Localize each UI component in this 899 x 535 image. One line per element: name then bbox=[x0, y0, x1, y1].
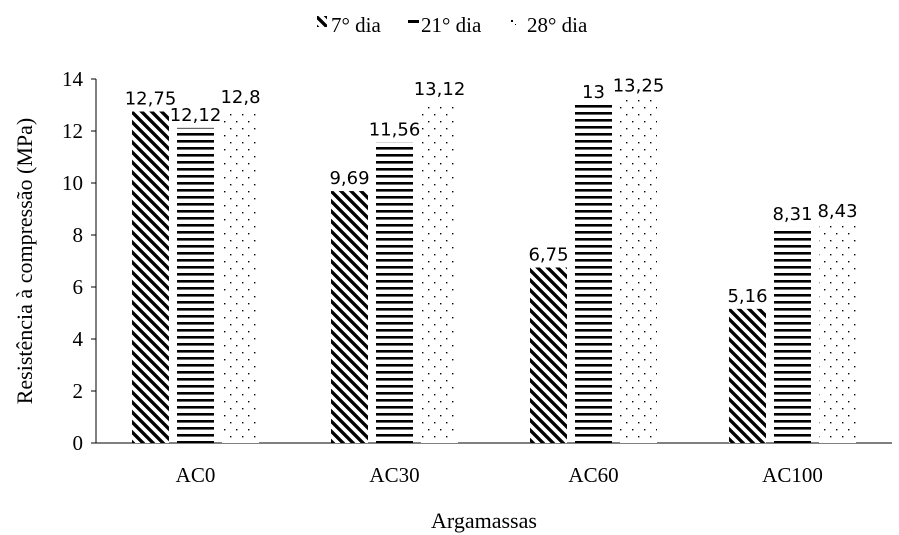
y-tick-label-0: 0 bbox=[73, 431, 84, 455]
legend: 7° dia 21° dia 28° dia bbox=[317, 13, 588, 37]
x-tick-label-ac30: AC30 bbox=[369, 463, 419, 487]
data-label-ac60-21-dia: 13 bbox=[582, 82, 605, 103]
data-label-ac0-7-dia: 12,75 bbox=[125, 89, 177, 110]
bar-ac100-21-dia bbox=[774, 226, 811, 443]
y-tick-label-8: 8 bbox=[73, 223, 84, 247]
bar-ac30-28-dia bbox=[421, 101, 458, 443]
y-tick-label-2: 2 bbox=[73, 379, 84, 403]
legend-label-7-dia: 7° dia bbox=[331, 13, 381, 37]
legend-label-21-dia: 21° dia bbox=[421, 13, 482, 37]
bars bbox=[132, 98, 856, 443]
bar-ac0-7-dia bbox=[132, 111, 169, 443]
x-axis-ticks: AC0 AC30 AC60 AC100 bbox=[176, 463, 823, 487]
legend-swatch-7-dia bbox=[317, 16, 327, 27]
y-tick-label-4: 4 bbox=[73, 327, 84, 351]
data-label-ac30-21-dia: 11,56 bbox=[369, 119, 421, 140]
bar-ac100-7-dia bbox=[729, 308, 766, 443]
y-axis-ticks: 0 2 4 6 8 10 12 14 bbox=[62, 67, 96, 455]
data-label-ac30-28-dia: 13,12 bbox=[414, 79, 466, 100]
data-label-ac100-28-dia: 8,43 bbox=[817, 201, 857, 222]
data-label-ac0-28-dia: 12,8 bbox=[220, 87, 260, 108]
y-tick-label-10: 10 bbox=[62, 171, 83, 195]
legend-label-28-dia: 28° dia bbox=[527, 13, 588, 37]
bar-ac60-21-dia bbox=[575, 105, 612, 443]
bar-ac30-21-dia bbox=[376, 142, 413, 443]
bar-ac0-28-dia bbox=[222, 110, 259, 443]
y-tick-label-14: 14 bbox=[62, 67, 84, 91]
legend-swatch-21-dia bbox=[408, 20, 419, 23]
y-tick-label-12: 12 bbox=[62, 119, 83, 143]
x-axis-title: Argamassas bbox=[431, 508, 537, 533]
y-axis-title: Resistência à compressão (MPa) bbox=[12, 118, 37, 405]
bar-ac100-28-dia bbox=[819, 223, 856, 443]
data-label-ac100-7-dia: 5,16 bbox=[727, 286, 767, 307]
x-tick-label-ac0: AC0 bbox=[176, 463, 216, 487]
x-tick-label-ac60: AC60 bbox=[568, 463, 618, 487]
x-tick-label-ac100: AC100 bbox=[762, 463, 823, 487]
data-label-ac0-21-dia: 12,12 bbox=[170, 105, 222, 126]
legend-swatch-28-dia bbox=[511, 20, 516, 25]
bar-ac60-28-dia bbox=[620, 98, 657, 443]
bar-ac0-21-dia bbox=[177, 127, 214, 443]
data-label-ac60-28-dia: 13,25 bbox=[613, 76, 665, 97]
data-label-ac30-7-dia: 9,69 bbox=[329, 168, 369, 189]
bar-ac60-7-dia bbox=[530, 267, 567, 443]
y-tick-label-6: 6 bbox=[73, 275, 84, 299]
data-label-ac60-7-dia: 6,75 bbox=[528, 245, 568, 266]
data-label-ac100-21-dia: 8,31 bbox=[772, 204, 812, 225]
bar-ac30-7-dia bbox=[331, 191, 368, 443]
